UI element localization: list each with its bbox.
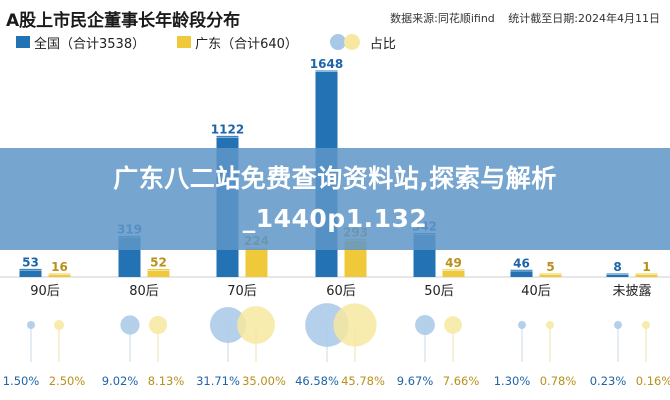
value-label-national: 53 xyxy=(22,255,39,269)
bubble-national xyxy=(614,321,622,329)
share-label-guangdong: 35.00% xyxy=(242,374,286,388)
bubble-guangdong xyxy=(444,316,462,334)
chart-title: A股上市民企董事长年龄段分布 xyxy=(6,11,241,31)
value-label-guangdong: 16 xyxy=(51,260,68,274)
bubble-guangdong xyxy=(642,321,650,329)
share-label-guangdong: 0.78% xyxy=(540,374,577,388)
bubble-guangdong xyxy=(237,306,275,344)
bar-guangdong xyxy=(48,275,71,277)
share-label-national: 1.30% xyxy=(494,374,531,388)
share-label-national: 46.58% xyxy=(295,374,339,388)
legend-item-share: 占比 xyxy=(329,33,396,52)
share-label-guangdong: 45.78% xyxy=(341,374,385,388)
category-tick-label: 50后 xyxy=(424,284,454,299)
value-label-national: 1648 xyxy=(310,57,343,71)
bar-guangdong xyxy=(635,275,658,277)
source-note: 数据来源:同花顺ifind 统计截至日期:2024年4月11日 xyxy=(390,10,660,26)
legend-label-guangdong: 广东（合计640） xyxy=(195,36,298,52)
share-label-guangdong: 0.16% xyxy=(636,374,670,388)
data-source-text: 数据来源:同花顺ifind xyxy=(390,12,495,25)
category-tick-label: 未披露 xyxy=(612,284,651,299)
bubble-national xyxy=(209,306,247,344)
value-label-national: 1122 xyxy=(211,122,244,136)
bubble-national xyxy=(415,315,435,335)
share-label-national: 9.67% xyxy=(397,374,434,388)
value-label-guangdong: 5 xyxy=(546,260,554,274)
bubble-national xyxy=(120,315,140,335)
legend-label-national: 全国（合计3538） xyxy=(34,36,146,52)
value-label-guangdong: 52 xyxy=(150,256,167,270)
bubble-national xyxy=(518,321,526,329)
value-label-guangdong: 49 xyxy=(445,256,462,270)
category-tick-label: 80后 xyxy=(129,284,159,299)
watermark-banner: 广东八二站免费查询资料站,探索与解析_1440p1.132 xyxy=(0,148,670,250)
share-label-guangdong: 8.13% xyxy=(148,374,185,388)
share-label-national: 31.71% xyxy=(196,374,240,388)
bar-guangdong xyxy=(147,270,170,277)
share-label-national: 0.23% xyxy=(590,374,627,388)
bubble-guangdong xyxy=(333,303,377,347)
share-label-national: 9.02% xyxy=(102,374,139,388)
legend-label-share: 占比 xyxy=(369,36,396,52)
bubble-guangdong xyxy=(53,319,65,331)
category-tick-label: 40后 xyxy=(521,284,551,299)
legend-swatch-share xyxy=(329,33,366,51)
bar-national xyxy=(510,271,533,277)
share-label-guangdong: 7.66% xyxy=(443,374,480,388)
value-label-guangdong: 1 xyxy=(642,260,650,274)
legend-swatch-national xyxy=(16,36,30,48)
bar-national xyxy=(606,275,629,277)
bar-guangdong xyxy=(539,275,562,277)
cutoff-date-text: 统计截至日期:2024年4月11日 xyxy=(508,12,660,25)
bubble-guangdong xyxy=(546,321,554,329)
legend-item-guangdong: 广东（合计640） xyxy=(177,33,298,52)
bar-guangdong xyxy=(245,249,268,277)
category-tick-label: 60后 xyxy=(326,284,356,299)
share-label-guangdong: 2.50% xyxy=(49,374,86,388)
legend-swatch-guangdong xyxy=(177,36,192,48)
category-tick-label: 90后 xyxy=(30,284,60,299)
bar-guangdong xyxy=(442,270,465,277)
legend: 全国（合计3538） 广东（合计640） 占比 xyxy=(16,33,428,52)
share-label-national: 1.50% xyxy=(3,374,40,388)
bubble-guangdong xyxy=(148,315,168,335)
legend-item-national: 全国（合计3538） xyxy=(16,33,145,52)
bar-national xyxy=(19,270,42,277)
value-label-national: 46 xyxy=(513,256,530,270)
bubble-national xyxy=(27,321,35,329)
value-label-national: 8 xyxy=(613,260,621,274)
watermark-text: 广东八二站免费查询资料站,探索与解析_1440p1.132 xyxy=(113,164,557,233)
category-tick-label: 70后 xyxy=(227,284,257,299)
